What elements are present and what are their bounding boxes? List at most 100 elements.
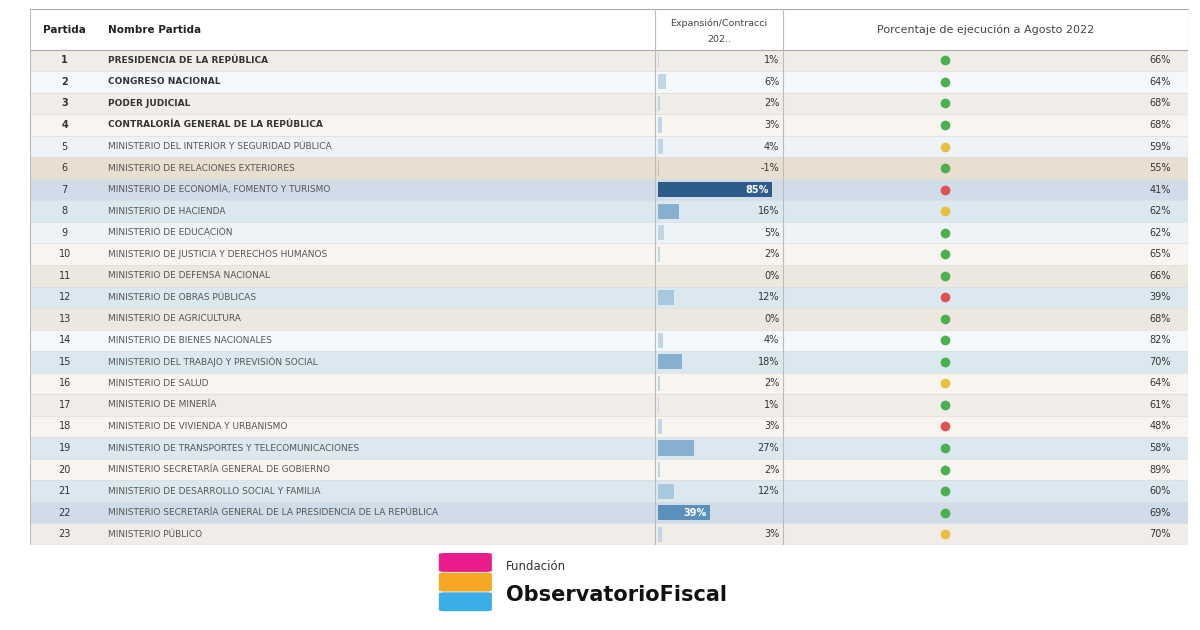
Text: MINISTERIO SECRETARÍA GENERAL DE LA PRESIDENCIA DE LA REPÚBLICA: MINISTERIO SECRETARÍA GENERAL DE LA PRES…: [108, 508, 438, 517]
FancyBboxPatch shape: [658, 398, 659, 413]
Text: MINISTERIO DEL INTERIOR Y SEGURIDAD PÚBLICA: MINISTERIO DEL INTERIOR Y SEGURIDAD PÚBL…: [108, 142, 331, 151]
Text: 2: 2: [61, 77, 68, 87]
Text: 4%: 4%: [764, 142, 779, 152]
Text: MINISTERIO DE DEFENSA NACIONAL: MINISTERIO DE DEFENSA NACIONAL: [108, 272, 270, 280]
FancyBboxPatch shape: [658, 484, 674, 499]
Text: Partida: Partida: [43, 25, 86, 35]
FancyBboxPatch shape: [439, 592, 492, 611]
Text: 7: 7: [61, 185, 68, 195]
FancyBboxPatch shape: [30, 222, 1188, 243]
FancyBboxPatch shape: [658, 462, 660, 477]
Text: 13: 13: [59, 314, 71, 324]
Text: 69%: 69%: [1150, 508, 1171, 518]
FancyBboxPatch shape: [658, 354, 682, 369]
Text: 48%: 48%: [1150, 421, 1171, 432]
FancyBboxPatch shape: [30, 50, 1188, 71]
Text: Nombre Partida: Nombre Partida: [108, 25, 200, 35]
FancyBboxPatch shape: [30, 351, 1188, 373]
Text: 61%: 61%: [1150, 400, 1171, 410]
FancyBboxPatch shape: [658, 96, 660, 111]
FancyBboxPatch shape: [30, 437, 1188, 459]
FancyBboxPatch shape: [658, 333, 664, 348]
Text: CONGRESO NACIONAL: CONGRESO NACIONAL: [108, 77, 220, 86]
Text: 10: 10: [59, 249, 71, 259]
FancyBboxPatch shape: [439, 553, 492, 572]
FancyBboxPatch shape: [30, 394, 1188, 416]
FancyBboxPatch shape: [439, 573, 492, 592]
Text: MINISTERIO DE JUSTICIA Y DERECHOS HUMANOS: MINISTERIO DE JUSTICIA Y DERECHOS HUMANO…: [108, 249, 326, 259]
FancyBboxPatch shape: [658, 74, 666, 89]
Text: MINISTERIO DE MINERÍA: MINISTERIO DE MINERÍA: [108, 401, 216, 410]
Text: 202..: 202..: [707, 35, 731, 43]
Text: 17: 17: [59, 400, 71, 410]
Text: 60%: 60%: [1150, 486, 1171, 496]
Text: MINISTERIO PÚBLICO: MINISTERIO PÚBLICO: [108, 530, 202, 539]
FancyBboxPatch shape: [30, 243, 1188, 265]
Text: -1%: -1%: [761, 163, 779, 173]
Text: 21: 21: [59, 486, 71, 496]
Text: 2%: 2%: [764, 379, 779, 389]
Text: MINISTERIO DE BIENES NACIONALES: MINISTERIO DE BIENES NACIONALES: [108, 336, 271, 345]
FancyBboxPatch shape: [30, 502, 1188, 524]
Text: PRESIDENCIA DE LA REPÚBLICA: PRESIDENCIA DE LA REPÚBLICA: [108, 56, 268, 65]
FancyBboxPatch shape: [30, 135, 1188, 158]
FancyBboxPatch shape: [658, 290, 674, 305]
FancyBboxPatch shape: [30, 373, 1188, 394]
Text: 70%: 70%: [1150, 529, 1171, 539]
Text: PODER JUDICIAL: PODER JUDICIAL: [108, 99, 190, 108]
FancyBboxPatch shape: [30, 179, 1188, 200]
FancyBboxPatch shape: [30, 200, 1188, 222]
Text: 16%: 16%: [758, 206, 779, 216]
Text: 64%: 64%: [1150, 379, 1171, 389]
FancyBboxPatch shape: [658, 225, 665, 240]
Text: 68%: 68%: [1150, 314, 1171, 324]
Text: Porcentaje de ejecución a Agosto 2022: Porcentaje de ejecución a Agosto 2022: [877, 25, 1094, 35]
Text: 39%: 39%: [684, 508, 707, 518]
Text: 19: 19: [59, 443, 71, 453]
Text: Expansión/Contracci: Expansión/Contracci: [671, 18, 768, 28]
Text: 89%: 89%: [1150, 464, 1171, 474]
FancyBboxPatch shape: [658, 247, 660, 261]
FancyBboxPatch shape: [30, 308, 1188, 329]
Text: 59%: 59%: [1150, 142, 1171, 152]
Text: 12: 12: [59, 292, 71, 302]
FancyBboxPatch shape: [658, 53, 659, 68]
Text: MINISTERIO SECRETARÍA GENERAL DE GOBIERNO: MINISTERIO SECRETARÍA GENERAL DE GOBIERN…: [108, 465, 330, 474]
Text: 3%: 3%: [764, 421, 779, 432]
Text: MINISTERIO DE ECONOMÍA, FOMENTO Y TURISMO: MINISTERIO DE ECONOMÍA, FOMENTO Y TURISM…: [108, 185, 330, 194]
FancyBboxPatch shape: [30, 93, 1188, 114]
Text: 64%: 64%: [1150, 77, 1171, 87]
Text: 5%: 5%: [764, 227, 779, 238]
Text: 2%: 2%: [764, 249, 779, 259]
Text: 27%: 27%: [757, 443, 779, 453]
Text: Fundación: Fundación: [506, 559, 566, 573]
Text: MINISTERIO DE VIVIENDA Y URBANISMO: MINISTERIO DE VIVIENDA Y URBANISMO: [108, 422, 287, 431]
Text: 3: 3: [61, 98, 68, 108]
Text: 12%: 12%: [757, 292, 779, 302]
Text: 2%: 2%: [764, 464, 779, 474]
Text: 0%: 0%: [764, 314, 779, 324]
Text: 66%: 66%: [1150, 55, 1171, 66]
Text: 65%: 65%: [1150, 249, 1171, 259]
FancyBboxPatch shape: [658, 203, 679, 219]
Text: 8: 8: [61, 206, 68, 216]
Text: MINISTERIO DE RELACIONES EXTERIORES: MINISTERIO DE RELACIONES EXTERIORES: [108, 164, 294, 173]
Text: 14: 14: [59, 335, 71, 345]
Text: 2%: 2%: [764, 98, 779, 108]
Text: ObservatorioFiscal: ObservatorioFiscal: [506, 585, 727, 605]
FancyBboxPatch shape: [658, 419, 661, 434]
Text: 82%: 82%: [1150, 335, 1171, 345]
FancyBboxPatch shape: [30, 114, 1188, 135]
Text: 66%: 66%: [1150, 271, 1171, 281]
FancyBboxPatch shape: [30, 158, 1188, 179]
FancyBboxPatch shape: [658, 505, 710, 520]
Text: 55%: 55%: [1150, 163, 1171, 173]
FancyBboxPatch shape: [30, 524, 1188, 545]
Text: MINISTERIO DE DESARROLLO SOCIAL Y FAMILIA: MINISTERIO DE DESARROLLO SOCIAL Y FAMILI…: [108, 486, 320, 496]
Text: 70%: 70%: [1150, 357, 1171, 367]
FancyBboxPatch shape: [30, 459, 1188, 480]
Text: MINISTERIO DE SALUD: MINISTERIO DE SALUD: [108, 379, 208, 388]
Text: MINISTERIO DE HACIENDA: MINISTERIO DE HACIENDA: [108, 207, 226, 215]
Text: MINISTERIO DEL TRABAJO Y PREVISIÓN SOCIAL: MINISTERIO DEL TRABAJO Y PREVISIÓN SOCIA…: [108, 357, 317, 367]
Text: 58%: 58%: [1150, 443, 1171, 453]
